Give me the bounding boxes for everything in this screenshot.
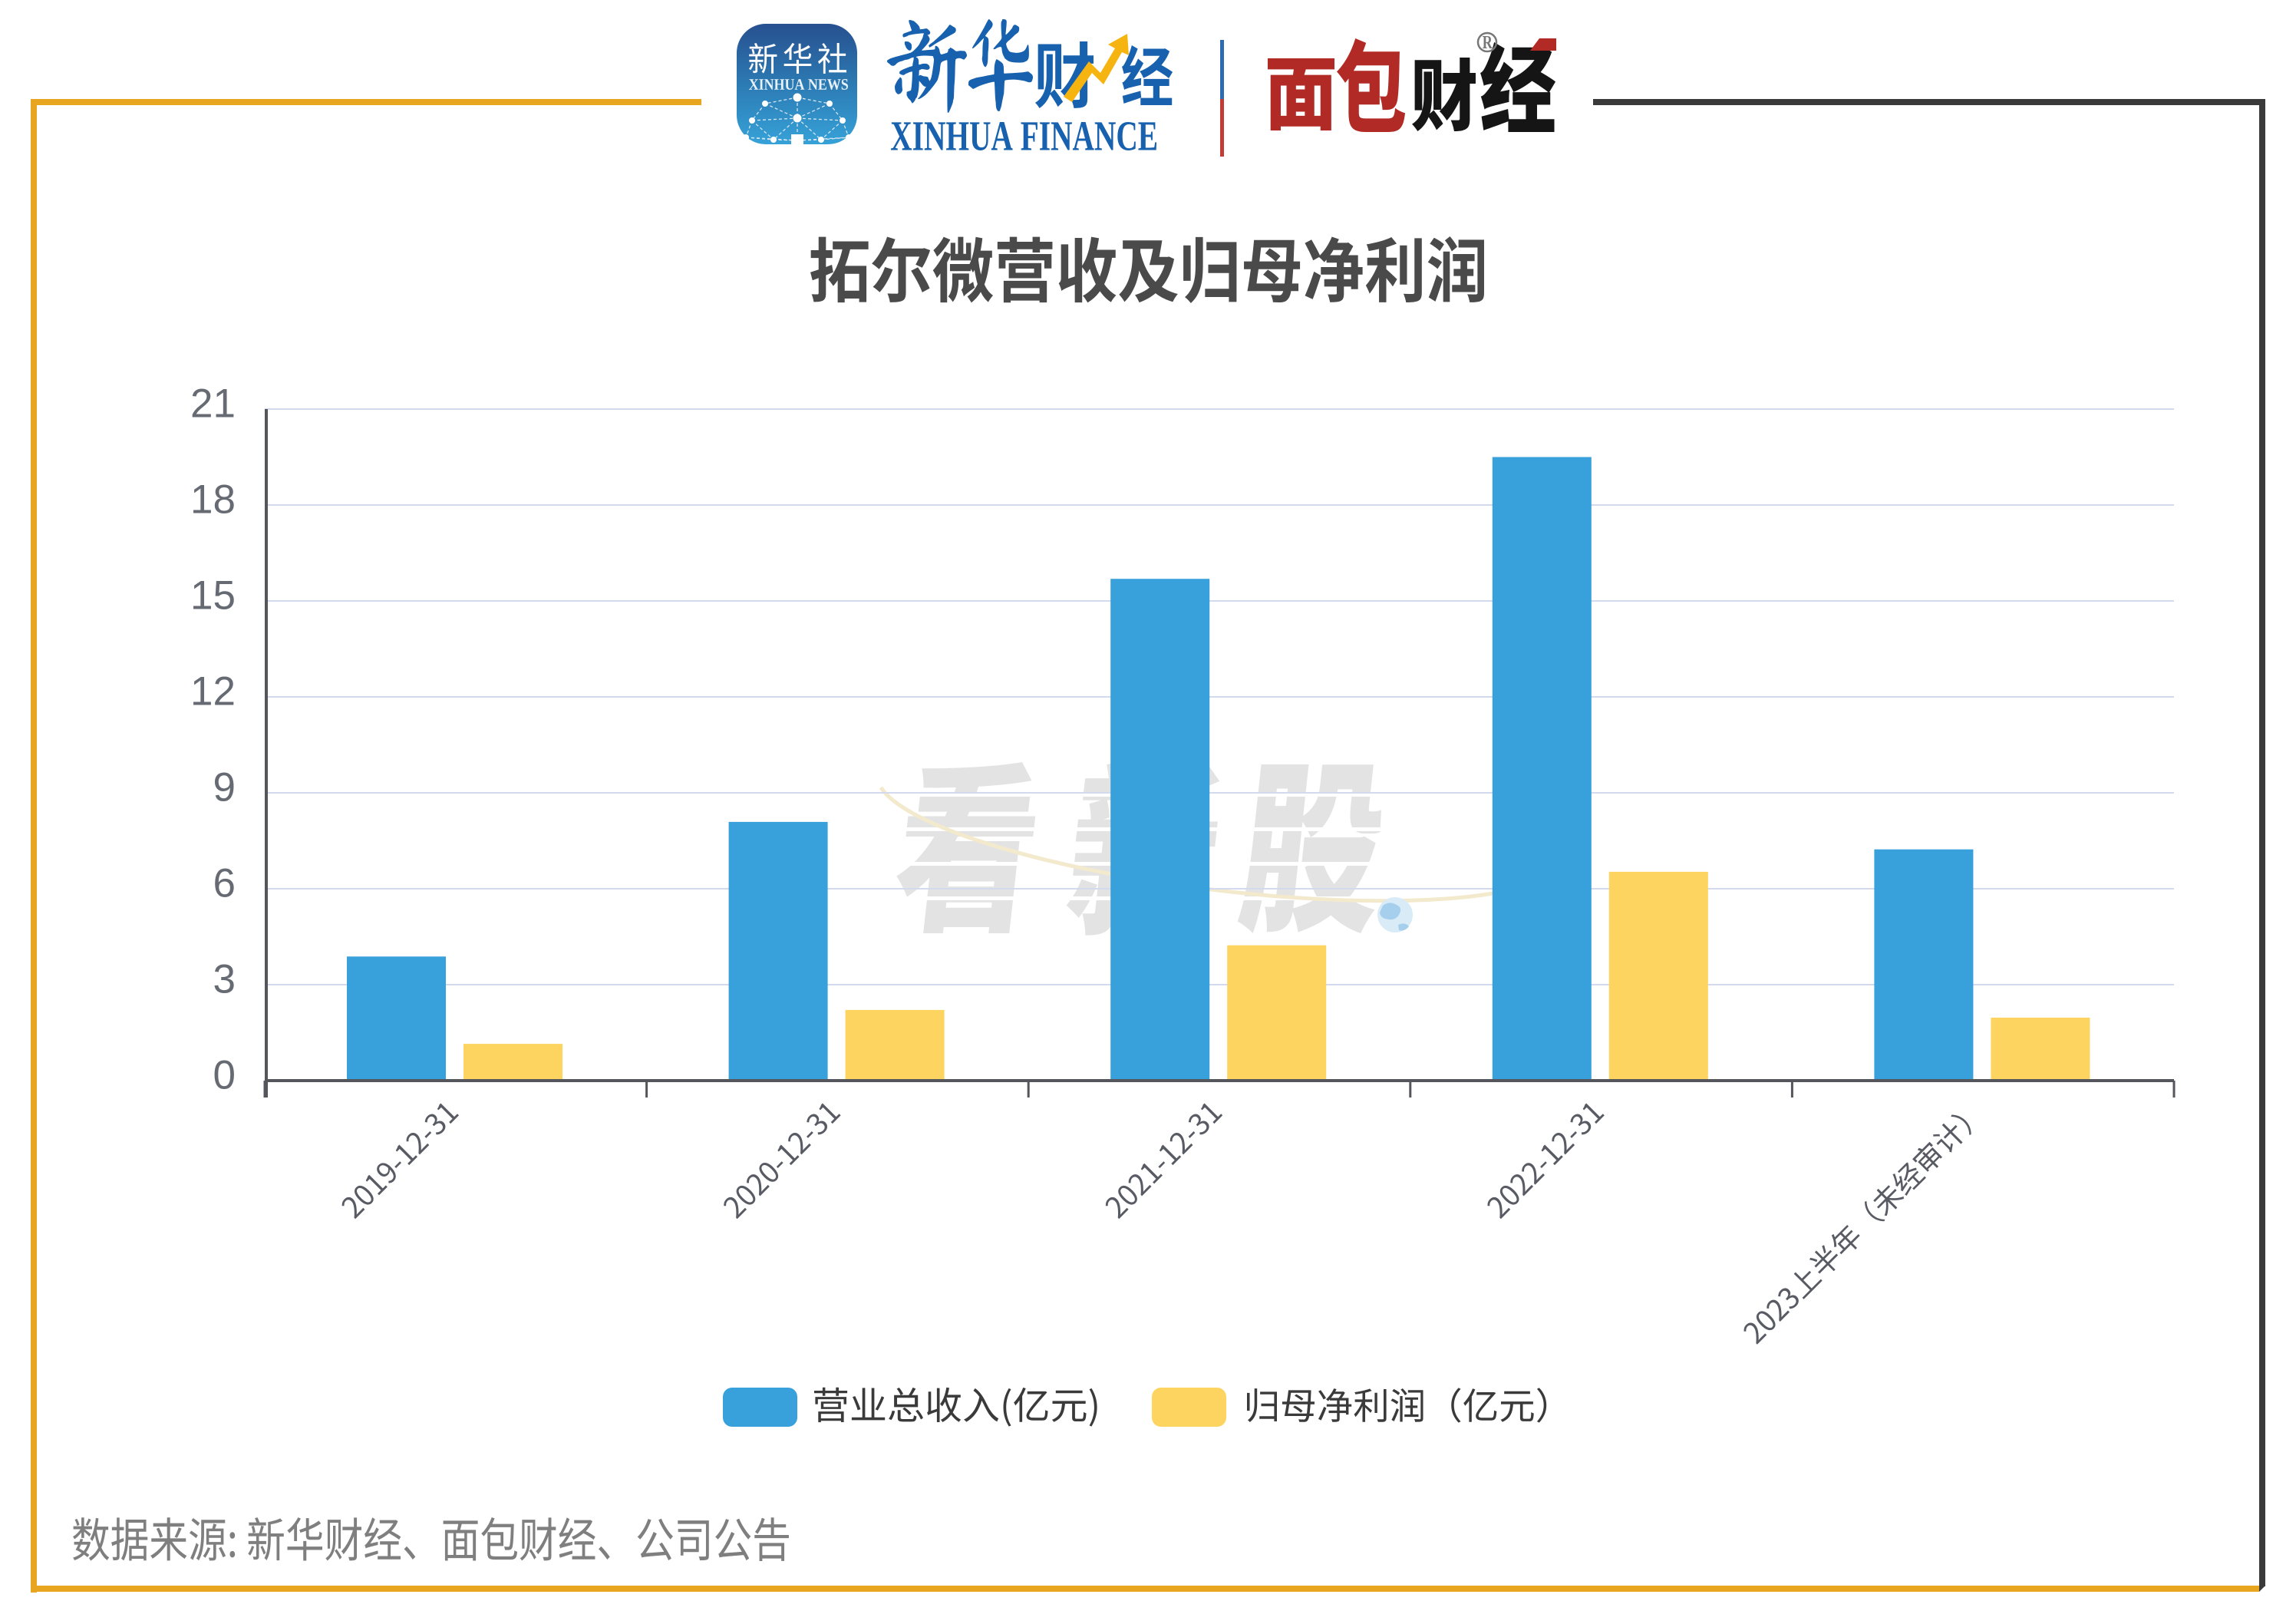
- svg-text:6: 6: [213, 861, 236, 906]
- svg-text:21: 21: [190, 381, 236, 427]
- svg-text:15: 15: [190, 573, 236, 619]
- svg-text:3: 3: [213, 957, 236, 1002]
- svg-text:0: 0: [213, 1053, 236, 1098]
- svg-text:12: 12: [190, 669, 236, 715]
- svg-text:9: 9: [213, 765, 236, 810]
- svg-text:18: 18: [190, 477, 236, 523]
